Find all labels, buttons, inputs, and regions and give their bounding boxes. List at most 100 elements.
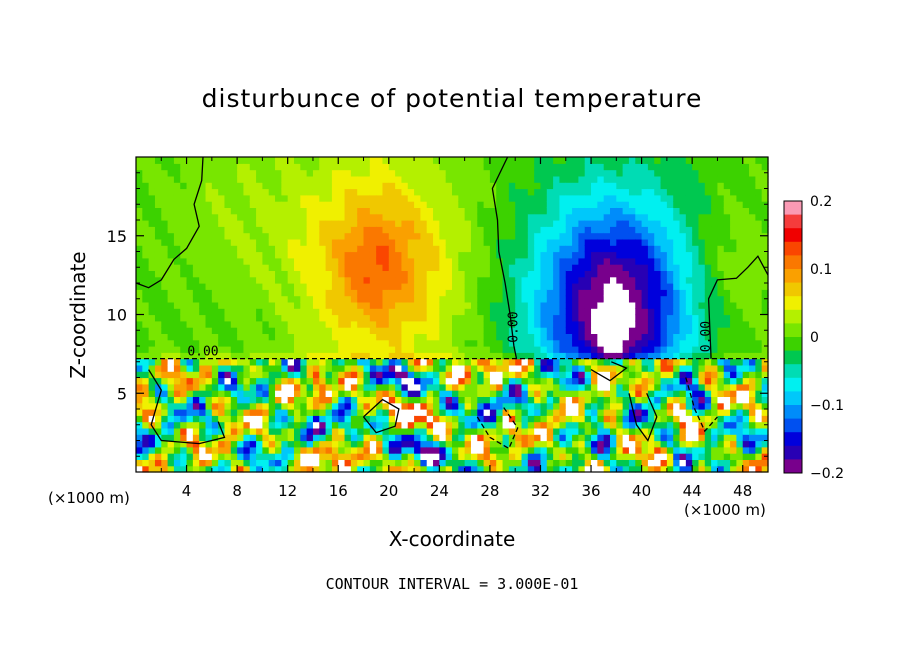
field-cell bbox=[723, 201, 731, 208]
field-cell bbox=[325, 402, 333, 410]
field-cell bbox=[344, 188, 352, 196]
field-cell bbox=[654, 188, 662, 196]
field-cell bbox=[199, 371, 207, 379]
field-cell bbox=[338, 301, 346, 309]
field-cell bbox=[685, 446, 693, 454]
field-cell bbox=[312, 201, 320, 208]
field-cell bbox=[407, 440, 415, 448]
field-cell bbox=[483, 207, 491, 215]
field-cell bbox=[294, 264, 301, 271]
field-cell bbox=[723, 238, 731, 246]
field-cell bbox=[736, 327, 744, 334]
field-cell bbox=[262, 163, 270, 171]
field-cell bbox=[256, 201, 263, 208]
field-cell bbox=[344, 213, 352, 221]
field-cell bbox=[256, 308, 263, 316]
field-cell bbox=[578, 327, 586, 334]
field-cell bbox=[230, 238, 238, 246]
field-cell bbox=[218, 182, 226, 190]
field-cell bbox=[584, 257, 592, 265]
field-cell bbox=[534, 371, 542, 379]
field-cell bbox=[205, 409, 213, 416]
field-cell bbox=[180, 364, 188, 372]
field-cell bbox=[439, 194, 447, 202]
field-cell bbox=[369, 409, 377, 416]
field-cell bbox=[654, 194, 662, 202]
field-cell bbox=[192, 390, 200, 397]
field-cell bbox=[647, 440, 655, 448]
field-cell bbox=[635, 346, 643, 353]
field-cell bbox=[136, 270, 143, 278]
field-cell bbox=[256, 352, 263, 360]
field-cell bbox=[294, 415, 301, 423]
field-cell bbox=[369, 245, 377, 253]
field-cell bbox=[445, 358, 453, 366]
field-cell bbox=[679, 169, 687, 177]
field-cell bbox=[616, 163, 624, 171]
field-cell bbox=[300, 421, 308, 429]
field-cell bbox=[673, 377, 681, 385]
field-cell bbox=[218, 339, 226, 347]
field-cell bbox=[717, 157, 725, 164]
field-cell bbox=[262, 352, 270, 360]
field-cell bbox=[711, 320, 719, 328]
field-cell bbox=[692, 346, 700, 353]
field-cell bbox=[458, 220, 466, 227]
field-cell bbox=[761, 320, 769, 328]
field-cell bbox=[717, 421, 725, 429]
field-cell bbox=[578, 402, 586, 410]
field-cell bbox=[755, 427, 763, 435]
field-cell bbox=[199, 377, 207, 385]
field-cell bbox=[180, 415, 188, 423]
field-cell bbox=[414, 358, 421, 366]
field-cell bbox=[730, 339, 737, 347]
contour-interval-note: CONTOUR INTERVAL = 3.000E-01 bbox=[325, 575, 579, 593]
field-cell bbox=[502, 182, 510, 190]
field-cell bbox=[483, 194, 491, 202]
field-cell bbox=[395, 427, 403, 435]
field-cell bbox=[496, 283, 504, 290]
field-cell bbox=[553, 453, 561, 460]
field-cell bbox=[496, 427, 504, 435]
field-cell bbox=[211, 453, 219, 460]
field-cell bbox=[363, 327, 371, 334]
field-cell bbox=[199, 251, 207, 259]
field-cell bbox=[331, 308, 339, 316]
field-cell bbox=[572, 453, 579, 460]
field-cell bbox=[761, 226, 769, 234]
field-cell bbox=[477, 390, 485, 397]
field-cell bbox=[268, 245, 276, 253]
field-cell bbox=[136, 346, 143, 353]
field-cell bbox=[218, 289, 226, 297]
field-cell bbox=[660, 169, 668, 177]
field-cell bbox=[698, 352, 706, 360]
field-cell bbox=[407, 390, 415, 397]
field-cell bbox=[761, 270, 769, 278]
field-cell bbox=[641, 182, 649, 190]
field-cell bbox=[597, 390, 605, 397]
field-cell bbox=[540, 308, 548, 316]
field-cell bbox=[666, 169, 674, 177]
field-cell bbox=[256, 390, 263, 397]
field-cell bbox=[256, 346, 263, 353]
field-cell bbox=[433, 402, 440, 410]
field-cell bbox=[458, 238, 466, 246]
field-cell bbox=[414, 434, 421, 442]
field-cell bbox=[445, 232, 453, 240]
field-cell bbox=[730, 207, 737, 215]
field-cell bbox=[489, 409, 497, 416]
field-cell bbox=[331, 175, 339, 183]
field-cell bbox=[502, 396, 510, 404]
field-cell bbox=[540, 459, 548, 467]
field-cell bbox=[647, 301, 655, 309]
field-cell bbox=[312, 157, 320, 164]
field-cell bbox=[736, 346, 744, 353]
field-cell bbox=[357, 264, 365, 271]
field-cell bbox=[154, 320, 162, 328]
field-cell bbox=[521, 377, 529, 385]
field-cell bbox=[306, 220, 314, 227]
field-cell bbox=[407, 207, 415, 215]
field-cell bbox=[218, 157, 226, 164]
field-cell bbox=[622, 182, 630, 190]
x-unit-label-left: (×1000 m) bbox=[48, 489, 130, 507]
